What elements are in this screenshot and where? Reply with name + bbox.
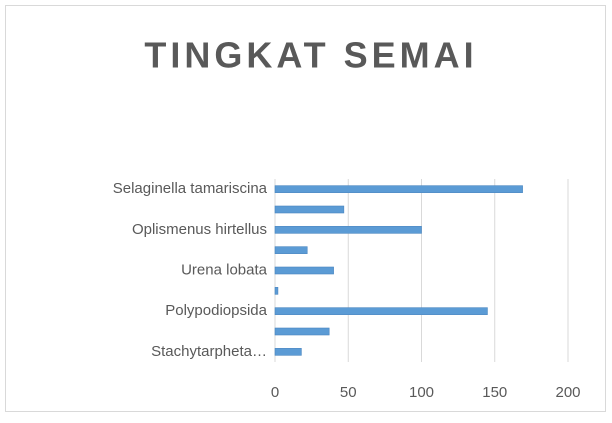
y-tick-label: Polypodiopsida [165, 302, 267, 319]
y-tick-label: Selaginella tamariscina [113, 180, 268, 197]
bar [274, 327, 330, 336]
bar [274, 307, 488, 315]
bar [274, 246, 308, 254]
bar [274, 266, 334, 275]
bar [274, 205, 345, 214]
x-tick-label: 100 [409, 384, 434, 401]
x-tick-label: 150 [482, 384, 507, 401]
chart-title: TINGKAT SEMAI [144, 35, 477, 76]
bar [274, 226, 422, 234]
y-tick-label: Oplismenus hirtellus [132, 221, 267, 238]
bar [274, 348, 302, 356]
x-tick-label: 200 [555, 384, 580, 401]
bar [274, 287, 279, 295]
bar [274, 185, 523, 193]
y-tick-label: Stachytarpheta… [151, 343, 267, 360]
x-tick-label: 0 [271, 384, 279, 401]
y-tick-label: Urena lobata [181, 261, 268, 278]
x-tick-label: 50 [340, 384, 357, 401]
